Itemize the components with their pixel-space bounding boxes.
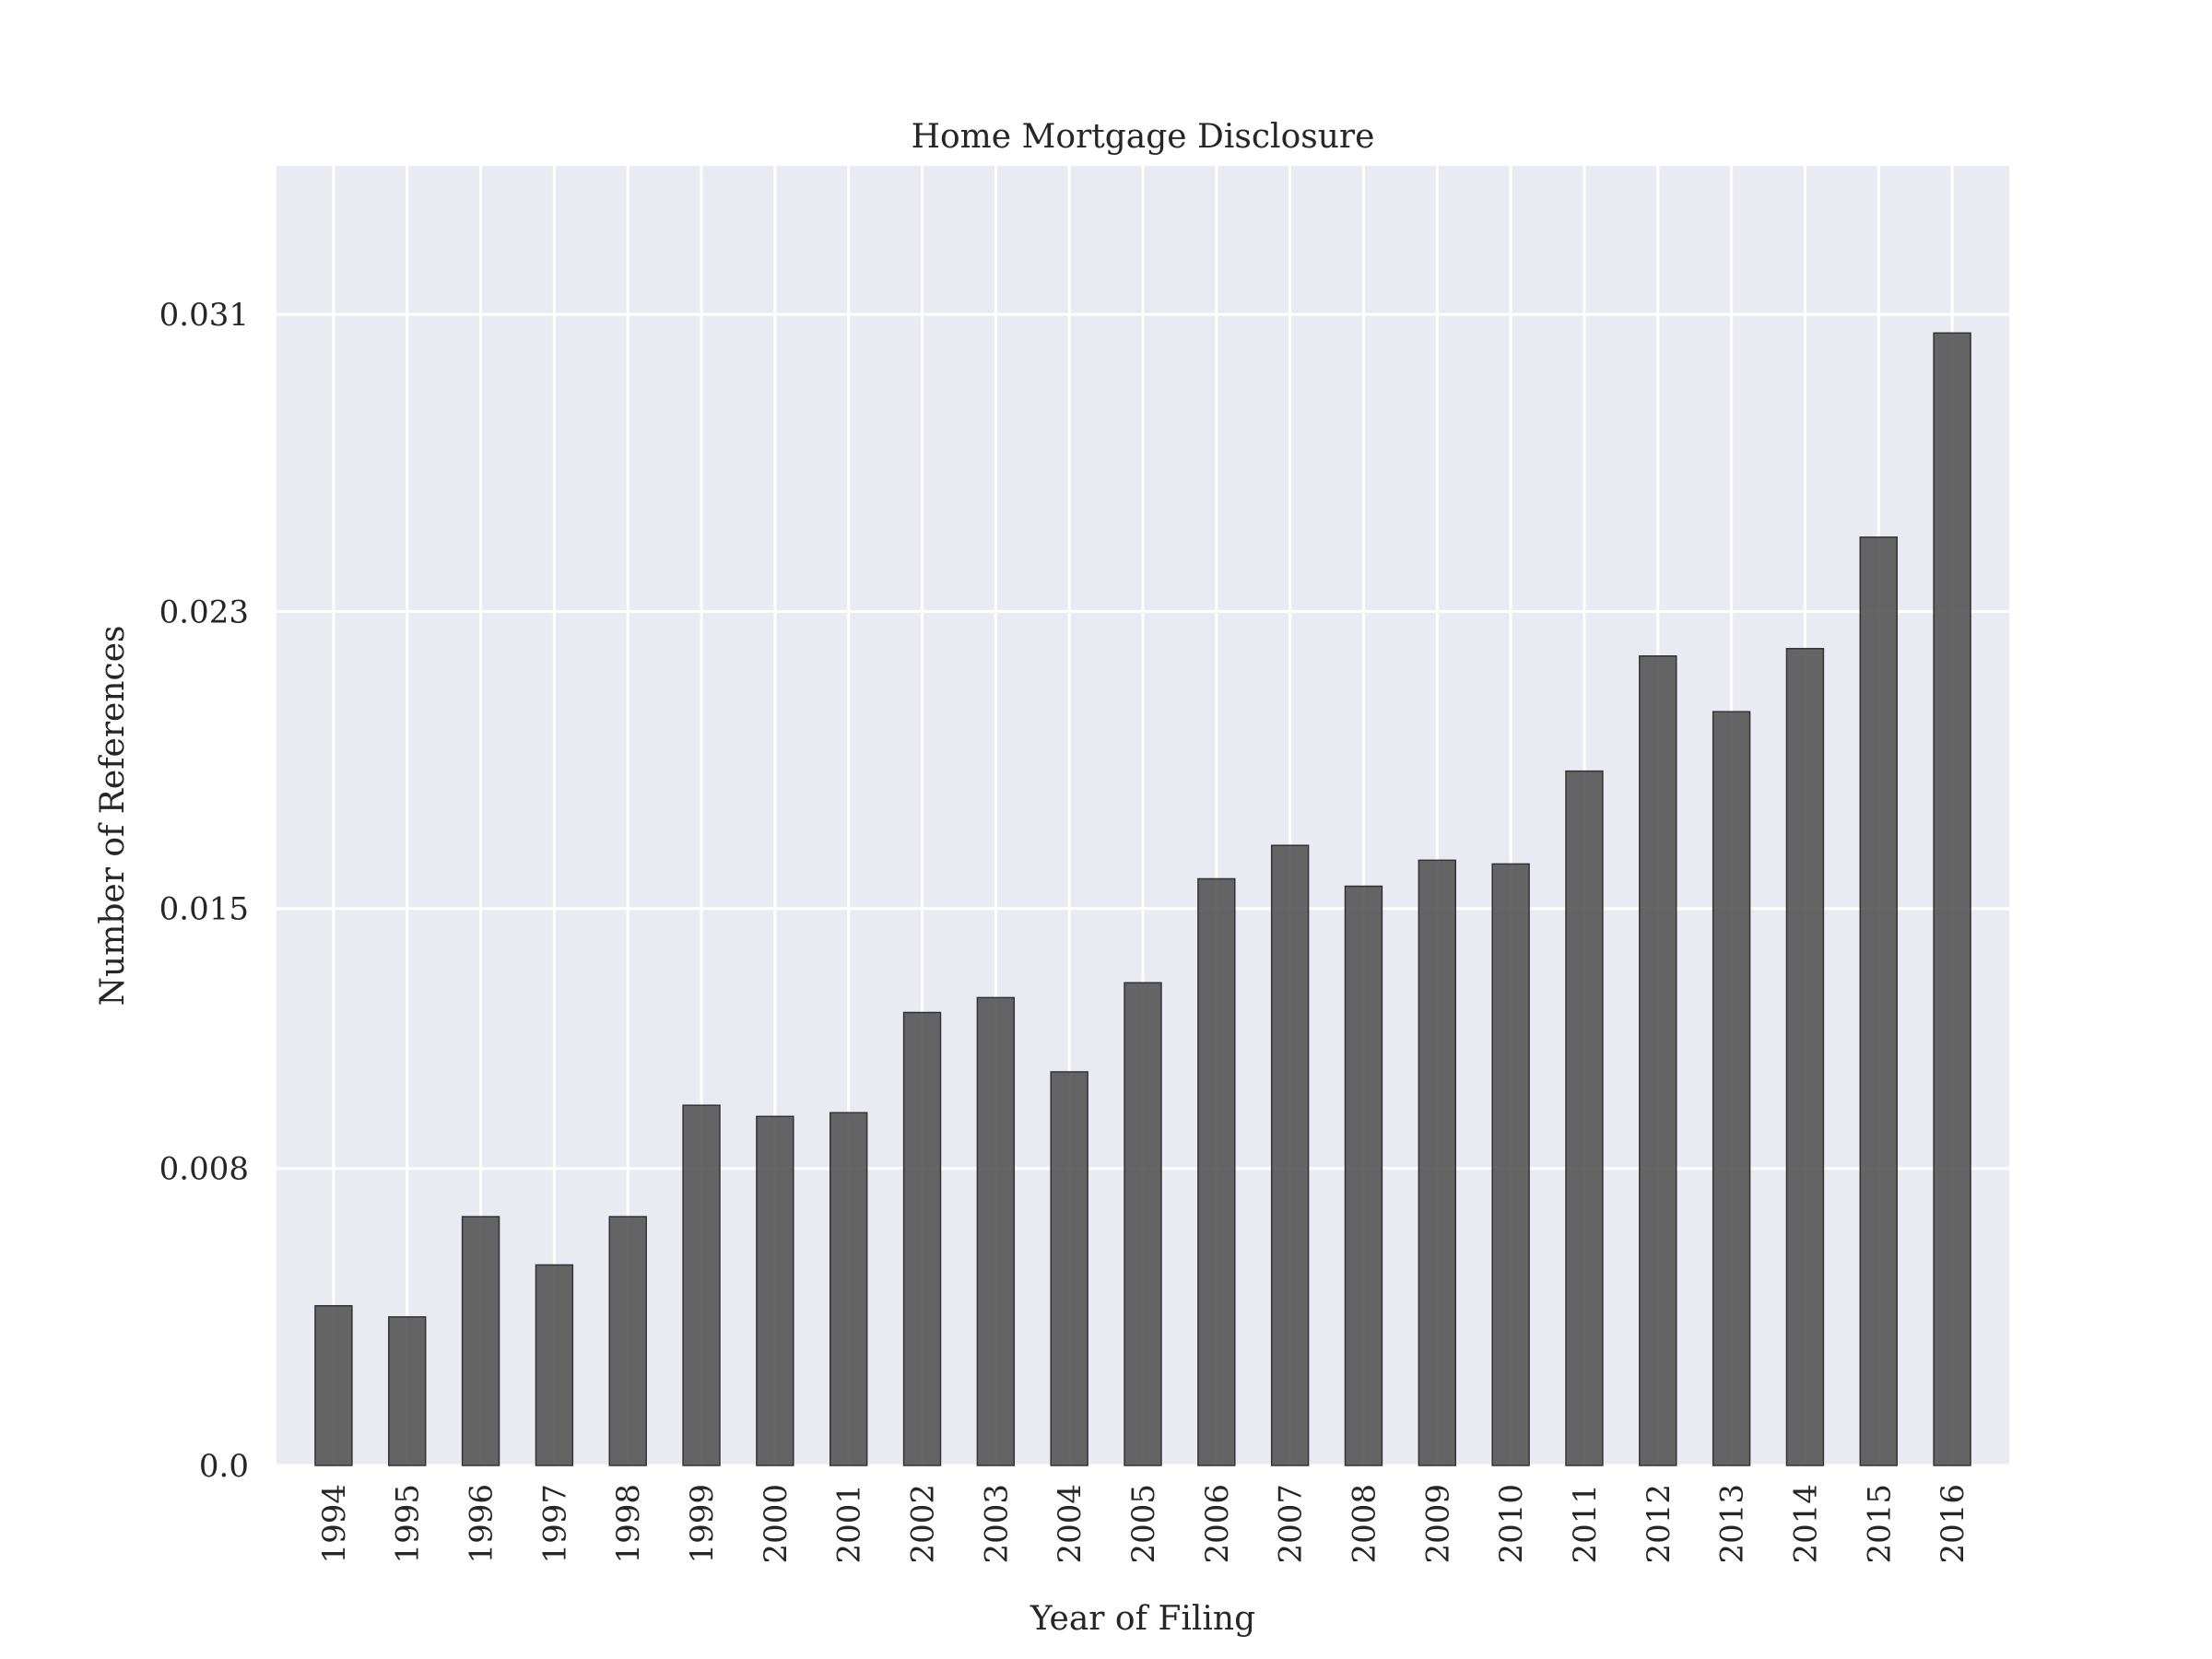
x-tick-label: 2004 — [1052, 1484, 1088, 1564]
bar-2003 — [976, 996, 1016, 1466]
y-tick-label: 0.015 — [159, 891, 249, 928]
y-tick-label: 0.023 — [159, 594, 249, 630]
x-tick-label: 2011 — [1567, 1484, 1604, 1564]
bar-2015 — [1859, 536, 1898, 1466]
bar-2012 — [1639, 655, 1677, 1466]
bar-2004 — [1050, 1071, 1088, 1466]
y-tick-labels: 0.0 0.008 0.015 0.023 0.031 — [159, 297, 249, 1485]
x-tick-label: 1996 — [464, 1484, 500, 1564]
y-axis-label: Number of References — [94, 626, 132, 1006]
x-tick-label: 2001 — [831, 1484, 868, 1564]
bar-2006 — [1197, 877, 1236, 1466]
x-tick-label: 2015 — [1861, 1484, 1898, 1564]
bar-2001 — [829, 1112, 868, 1466]
x-tick-label: 2007 — [1273, 1484, 1310, 1564]
bar-2005 — [1124, 982, 1162, 1466]
bar-1999 — [682, 1104, 721, 1466]
x-tick-label: 2006 — [1199, 1484, 1236, 1564]
bar-2002 — [902, 1011, 942, 1466]
x-tick-label: 2009 — [1419, 1484, 1456, 1564]
x-tick-label: 2014 — [1787, 1484, 1824, 1564]
bar-2010 — [1491, 863, 1530, 1466]
y-tick-label: 0.008 — [159, 1151, 249, 1188]
x-tick-label: 2005 — [1125, 1484, 1162, 1564]
bar-1995 — [388, 1316, 427, 1466]
bar-1998 — [608, 1216, 647, 1466]
bar-2014 — [1785, 647, 1825, 1466]
x-tick-label: 1997 — [536, 1484, 573, 1564]
x-tick-label: 2002 — [905, 1484, 942, 1564]
chart-title: Home Mortgage Disclosure — [912, 118, 1375, 156]
x-tick-label: 1998 — [610, 1484, 647, 1564]
x-axis-label: Year of Filing — [1030, 1600, 1255, 1638]
x-tick-label: 2003 — [978, 1484, 1015, 1564]
x-tick-label: 2013 — [1714, 1484, 1751, 1564]
x-tick-label: 2008 — [1346, 1484, 1382, 1564]
bar-2000 — [756, 1115, 794, 1466]
y-tick-label: 0.0 — [199, 1448, 249, 1485]
x-tick-label: 1999 — [684, 1484, 721, 1564]
x-tick-label: 1994 — [316, 1484, 353, 1564]
bar-1994 — [314, 1305, 353, 1466]
x-tick-labels: 1994 1995 1996 1997 1998 1999 2000 2001 2002 2003… — [316, 1484, 1971, 1564]
x-tick-label: 2000 — [758, 1484, 794, 1564]
bar-2011 — [1565, 770, 1604, 1466]
bars — [314, 332, 1971, 1466]
bar-2007 — [1270, 844, 1310, 1466]
x-tick-label: 2012 — [1641, 1484, 1677, 1564]
bar-2013 — [1712, 711, 1751, 1466]
x-tick-label: 1995 — [390, 1484, 427, 1564]
x-tick-label: 2016 — [1935, 1484, 1971, 1564]
bar-2008 — [1344, 885, 1383, 1466]
x-tick-label: 2010 — [1493, 1484, 1530, 1564]
bar-1997 — [535, 1264, 574, 1466]
bar-2016 — [1933, 332, 1971, 1466]
y-tick-label: 0.031 — [159, 297, 249, 334]
bar-2009 — [1418, 859, 1457, 1466]
bar-1996 — [461, 1216, 500, 1466]
